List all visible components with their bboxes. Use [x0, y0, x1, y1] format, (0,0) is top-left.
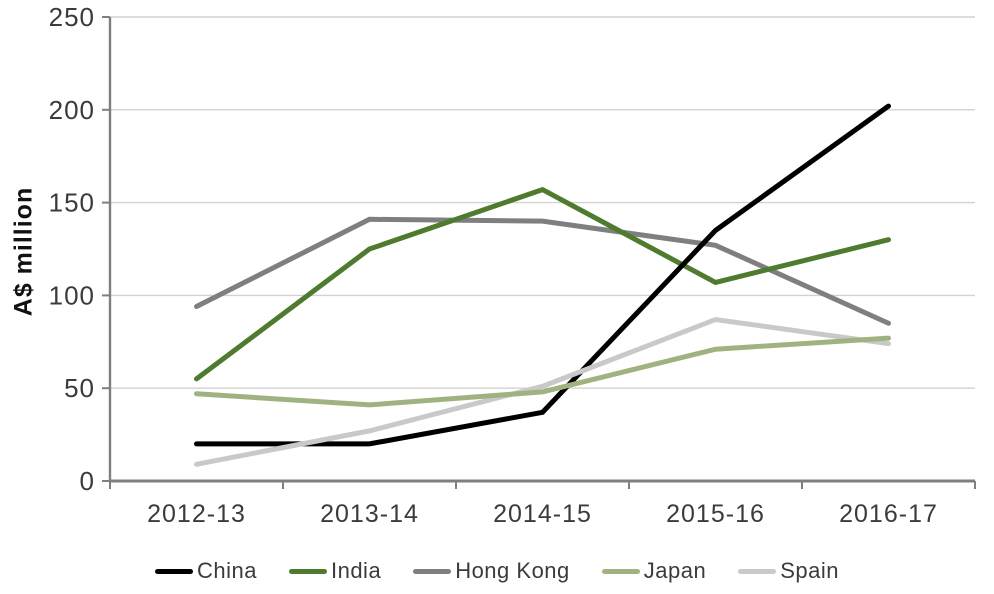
legend-label: Japan	[643, 558, 707, 583]
y-tick-label: 100	[49, 280, 95, 310]
legend-item-india: India	[288, 558, 382, 584]
x-tick-label: 2015-16	[666, 500, 765, 528]
legend-line-swatch-hong-kong	[413, 568, 452, 574]
legend-label: China	[196, 558, 257, 583]
legend-label: Spain	[780, 558, 840, 583]
legend-item-hong-kong: Hong Kong	[413, 558, 570, 584]
legend-line-swatch-china	[154, 568, 193, 574]
legend-label: Hong Kong	[455, 558, 570, 583]
legend-label: India	[330, 558, 382, 583]
legend-line-swatch-india	[288, 568, 327, 574]
series-line-india	[194, 186, 891, 382]
x-tick-label: 2013-14	[320, 500, 419, 528]
y-tick-label: 150	[49, 188, 95, 218]
series-line-japan	[194, 335, 891, 408]
chart-legend: China India Hong Kong Japan Spain	[0, 554, 994, 588]
y-tick-label: 0	[80, 466, 95, 496]
legend-item-spain: Spain	[738, 558, 839, 584]
y-tick-label: 50	[64, 373, 95, 403]
x-tick-label: 2016-17	[839, 500, 938, 528]
y-tick-label: 250	[49, 2, 95, 32]
y-axis-title: A$ million	[9, 186, 38, 317]
legend-item-japan: Japan	[601, 558, 707, 584]
legend-item-china: China	[154, 558, 257, 584]
x-tick-label: 2012-13	[147, 500, 246, 528]
y-tick-label: 200	[49, 95, 95, 125]
series-line-hong-kong	[194, 216, 891, 326]
legend-line-swatch-japan	[601, 568, 640, 574]
series-line-spain	[194, 316, 891, 467]
legend-line-swatch-spain	[738, 568, 777, 574]
x-tick-label: 2014-15	[493, 500, 592, 528]
